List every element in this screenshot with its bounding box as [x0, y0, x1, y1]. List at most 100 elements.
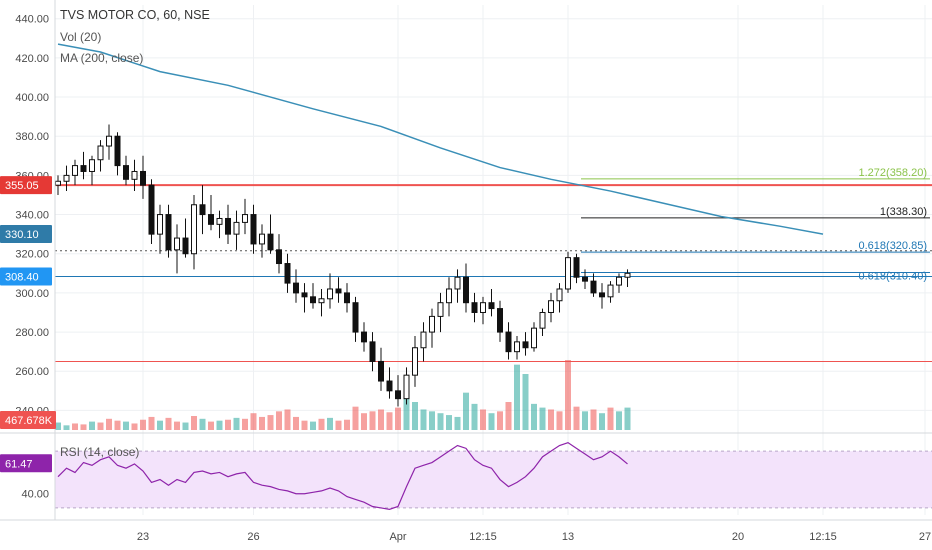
time-tick-label: 20 — [732, 531, 744, 543]
volume-bar — [106, 418, 112, 430]
price-tags: 355.05 330.10 308.40 467.678K 61.47 — [0, 176, 56, 473]
candle — [63, 165, 70, 192]
candle-body — [72, 165, 78, 176]
candle — [301, 283, 308, 313]
time-tick-label: Apr — [389, 531, 406, 543]
volume-bar — [395, 407, 401, 430]
price-tick-label: 420.00 — [15, 53, 49, 65]
candle-body — [582, 276, 588, 282]
candle — [72, 159, 78, 186]
candle — [131, 159, 138, 192]
candle-body — [157, 214, 163, 235]
volume-bar — [624, 407, 631, 430]
volume-tag-bg — [0, 411, 56, 429]
volume-bar — [548, 409, 554, 430]
candle — [514, 335, 520, 360]
candle-body — [250, 214, 257, 245]
candle — [293, 269, 299, 303]
ma-price-tag: 330.10 — [0, 224, 52, 243]
candle — [191, 194, 197, 270]
volume-bar — [208, 421, 214, 430]
candle — [114, 132, 121, 176]
candle — [165, 204, 172, 258]
candle-body — [199, 204, 206, 216]
volume-bar — [573, 406, 580, 430]
price-tick-label: 340.00 — [15, 210, 49, 222]
candle-body — [497, 308, 503, 333]
candle — [573, 253, 580, 284]
volume-bar — [191, 416, 197, 430]
symbol-title[interactable]: TVS MOTOR CO, 60, NSE — [60, 8, 210, 22]
candle-body — [293, 282, 299, 294]
candle — [259, 224, 265, 258]
candle — [267, 214, 274, 254]
candle — [352, 296, 359, 342]
candle-body — [225, 217, 231, 235]
volume-bar — [131, 423, 138, 430]
ma-study-label[interactable]: MA (200, close) — [60, 51, 143, 65]
candle-body — [174, 237, 180, 251]
candle — [590, 273, 597, 297]
volume-bar — [182, 422, 189, 430]
candle-body — [437, 302, 444, 317]
volume-bar — [522, 374, 529, 430]
volume-bar — [590, 409, 597, 430]
volume-bar — [412, 402, 418, 430]
price-tick-label: 280.00 — [15, 327, 49, 339]
candle — [522, 332, 529, 356]
candle-body — [463, 276, 469, 304]
rsi-study-label[interactable]: RSI (14, close) — [60, 445, 139, 459]
candle — [463, 263, 469, 313]
volume-bar — [293, 416, 299, 430]
candle-body — [318, 298, 325, 304]
candle-body — [556, 288, 563, 302]
candle — [174, 224, 180, 274]
volume-bar — [225, 419, 231, 430]
volume-bar — [607, 407, 614, 430]
volume-bar — [599, 413, 605, 430]
volume-bar — [480, 409, 486, 430]
volume-bar — [497, 411, 503, 430]
candle-body — [454, 276, 461, 290]
candle-body — [446, 288, 452, 304]
candle — [488, 288, 495, 317]
volume-tag: 467.678K — [0, 411, 56, 429]
candle — [378, 347, 384, 391]
volume-bar — [429, 411, 435, 430]
volume-bar — [335, 420, 342, 430]
candle-body — [420, 331, 427, 349]
volume-bar — [250, 413, 257, 430]
candle — [327, 273, 333, 309]
volume-bar — [310, 421, 316, 430]
candle-body — [539, 311, 546, 329]
volume-bar — [446, 415, 452, 430]
volume-bar — [157, 420, 163, 430]
volume-bar — [63, 425, 70, 430]
candle — [276, 234, 282, 274]
fib-level-label: 1.272(358.20) — [859, 167, 928, 179]
candle-body — [488, 302, 495, 310]
volume-bar — [284, 409, 291, 430]
volume-bar — [318, 418, 325, 430]
candle — [369, 332, 376, 372]
volume-bar — [276, 411, 282, 430]
candle-body — [114, 135, 121, 167]
candle — [233, 210, 240, 250]
candle — [97, 140, 104, 172]
candle — [505, 322, 512, 360]
candle — [216, 210, 223, 239]
candle — [471, 292, 478, 323]
volume-bar — [165, 417, 172, 430]
candle — [182, 218, 189, 258]
candle-body — [259, 233, 265, 245]
volume-bar — [80, 424, 87, 430]
candle-body — [148, 184, 155, 235]
volume-bar — [386, 412, 393, 430]
volume-study-label[interactable]: Vol (20) — [60, 30, 101, 44]
candle — [80, 151, 87, 180]
candle-body — [471, 302, 478, 313]
rsi-value-tag-bg — [0, 454, 52, 473]
volume-bar — [89, 421, 95, 430]
rsi-band — [55, 451, 932, 508]
